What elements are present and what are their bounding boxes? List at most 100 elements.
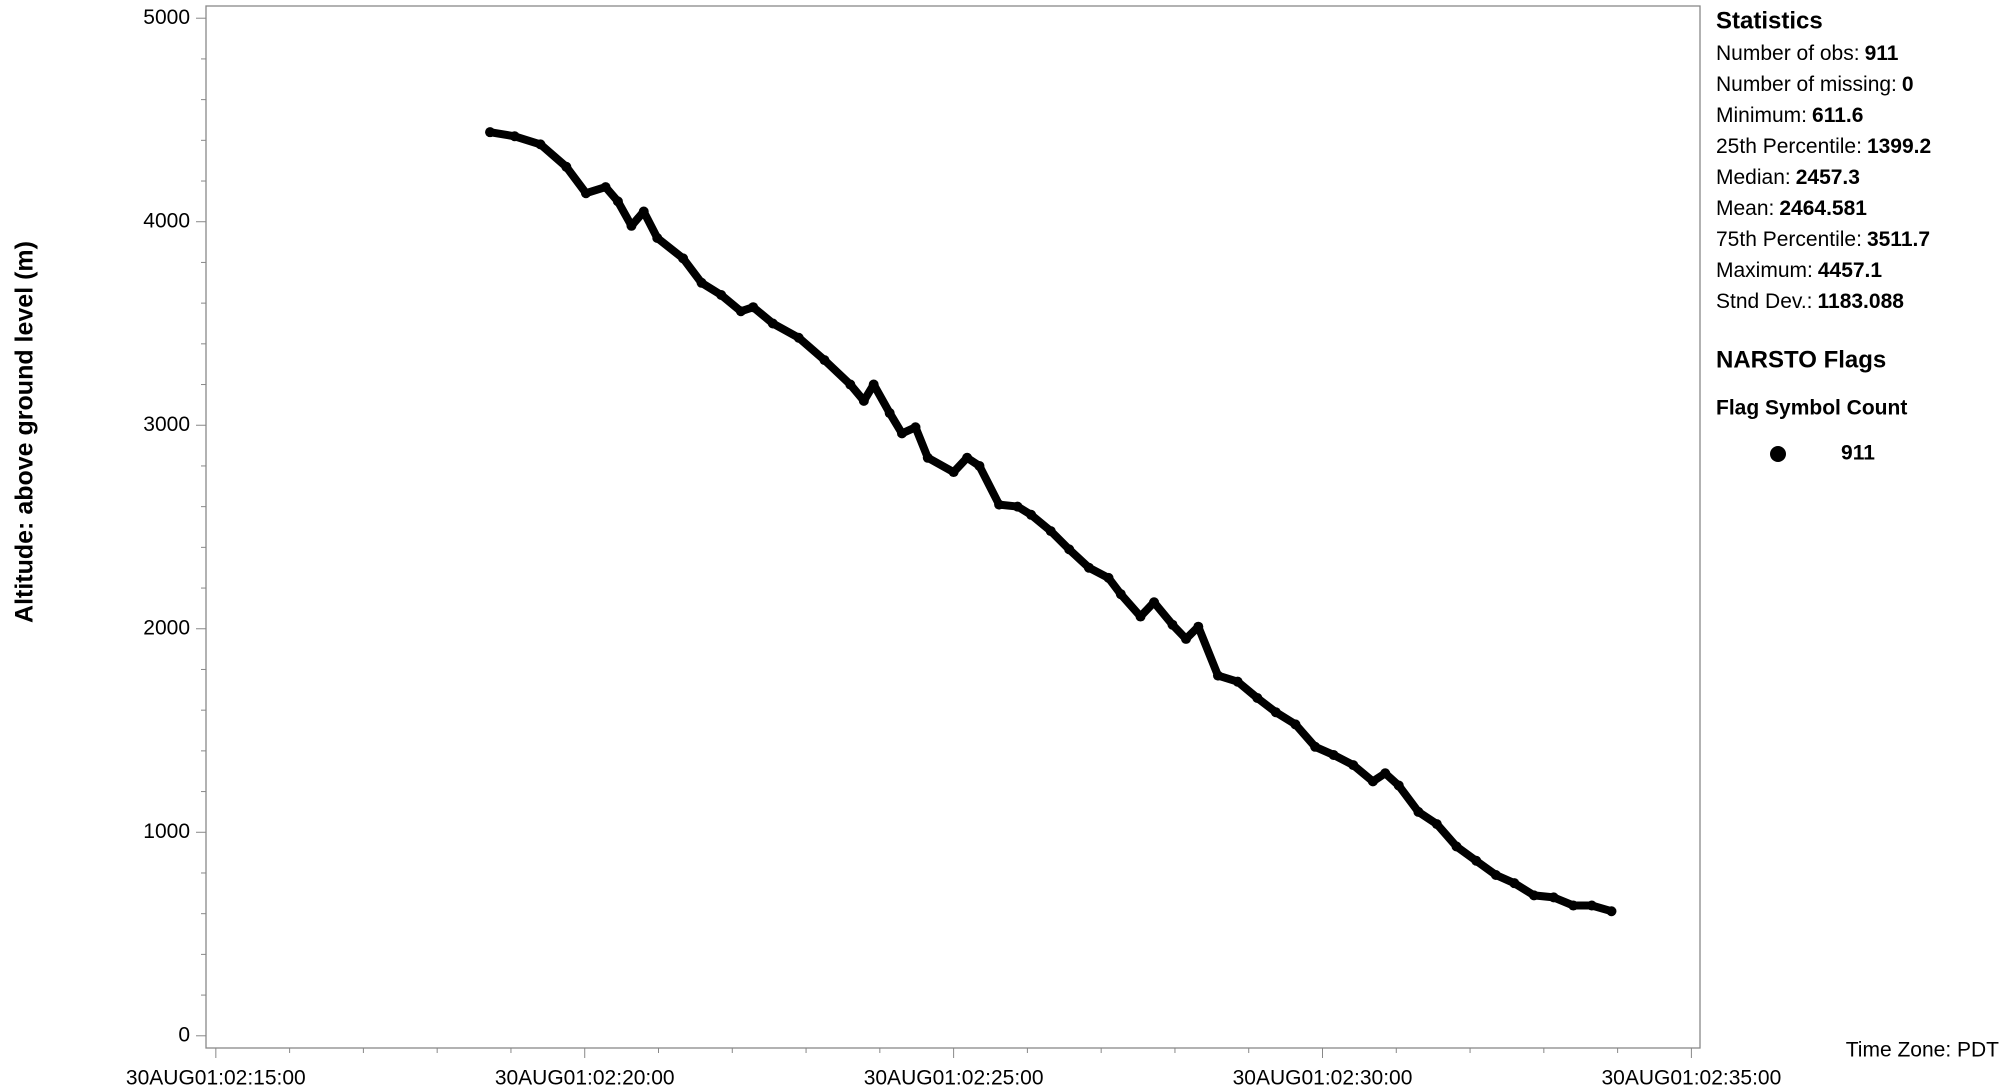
point: [561, 161, 572, 172]
point: [696, 277, 707, 288]
point: [535, 139, 546, 150]
point: [1393, 780, 1404, 791]
x-tick-label: 30AUG01:02:35:00: [1601, 1067, 1781, 1089]
point: [1167, 619, 1178, 630]
y-tick-label: 5000: [143, 6, 190, 29]
point: [1568, 900, 1579, 911]
point: [1367, 776, 1378, 787]
stat-label: Median:: [1716, 166, 1791, 189]
stat-row: Number of obs: 911: [1716, 42, 1899, 65]
stat-label: Stnd Dev.:: [1716, 290, 1813, 313]
point: [896, 428, 907, 439]
stat-row: 25th Percentile: 1399.2: [1716, 135, 1931, 158]
point: [1212, 670, 1223, 681]
stat-label: Maximum:: [1716, 259, 1813, 282]
point: [1290, 719, 1301, 730]
point: [1232, 676, 1243, 687]
point: [884, 408, 895, 419]
stat-value: 1183.088: [1818, 290, 1905, 313]
x-tick-label: 30AUG01:02:20:00: [495, 1067, 675, 1089]
point: [1328, 749, 1339, 760]
stat-label: Number of obs:: [1716, 42, 1860, 65]
point: [1103, 572, 1114, 583]
point: [910, 422, 921, 433]
point: [845, 379, 856, 390]
point: [1115, 589, 1126, 600]
point: [994, 499, 1005, 510]
point: [1413, 806, 1424, 817]
point: [1431, 819, 1442, 830]
y-tick-label: 4000: [143, 209, 190, 232]
stat-label: Mean:: [1716, 197, 1774, 220]
stat-label: Minimum:: [1716, 104, 1807, 127]
flag-count: 911: [1841, 442, 1875, 465]
point: [748, 302, 759, 313]
stat-value: 3511.7: [1867, 228, 1930, 251]
point: [858, 395, 869, 406]
point: [612, 196, 623, 207]
point: [1252, 692, 1263, 703]
point: [1149, 597, 1160, 608]
point: [1181, 633, 1192, 644]
y-tick-label: 0: [178, 1023, 190, 1046]
y-axis-label: Altitude: above ground level (m): [11, 241, 39, 623]
point: [652, 233, 663, 244]
point: [962, 452, 973, 463]
stat-row: Mean: 2464.581: [1716, 197, 1867, 220]
point-trail: [486, 128, 1616, 916]
stat-row: Stnd Dev.: 1183.088: [1716, 290, 1904, 313]
stats-title: Statistics: [1716, 7, 1823, 34]
point: [922, 452, 933, 463]
stat-value: 0: [1902, 73, 1914, 96]
stat-value: 4457.1: [1818, 259, 1883, 282]
time-zone: Time Zone: PDT: [1846, 1039, 1999, 1062]
point: [793, 332, 804, 343]
stat-value: 2464.581: [1779, 197, 1867, 220]
stat-value: 611.6: [1812, 104, 1863, 127]
point: [600, 182, 611, 193]
point: [1548, 892, 1559, 903]
point: [485, 127, 496, 138]
stat-label: 75th Percentile:: [1716, 228, 1862, 251]
point: [678, 253, 689, 264]
stat-value: 2457.3: [1796, 166, 1860, 189]
point: [1509, 878, 1520, 889]
point: [974, 460, 985, 471]
stat-row: Median: 2457.3: [1716, 166, 1860, 189]
y-tick-label: 3000: [143, 413, 190, 436]
point: [868, 379, 879, 390]
stat-label: Number of missing:: [1716, 73, 1897, 96]
point: [1606, 906, 1617, 917]
stat-label: 25th Percentile:: [1716, 135, 1862, 158]
point: [1026, 509, 1037, 520]
plot-frame: [205, 5, 1701, 1049]
flags-header: Flag Symbol Count: [1716, 397, 1907, 420]
point: [1045, 526, 1056, 537]
point: [819, 355, 830, 366]
point: [1348, 760, 1359, 771]
point: [1012, 501, 1023, 512]
point: [1083, 562, 1094, 573]
point: [1529, 890, 1539, 901]
point: [580, 188, 591, 199]
y-tick-label: 1000: [143, 820, 190, 843]
point: [1380, 768, 1391, 779]
stat-row: Number of missing: 0: [1716, 73, 1914, 96]
point: [1064, 544, 1075, 555]
flags-title: NARSTO Flags: [1716, 346, 1886, 373]
point: [1193, 621, 1204, 632]
point: [509, 131, 520, 142]
point: [1451, 841, 1462, 852]
point: [1586, 900, 1597, 911]
point: [767, 318, 778, 329]
stat-row: Minimum: 611.6: [1716, 104, 1863, 127]
x-tick-label: 30AUG01:02:25:00: [864, 1067, 1044, 1089]
point: [1310, 741, 1321, 752]
point: [1135, 611, 1146, 622]
point: [1471, 855, 1482, 866]
stat-row: 75th Percentile: 3511.7: [1716, 228, 1930, 251]
x-tick-label: 30AUG01:02:30:00: [1233, 1067, 1413, 1089]
point: [626, 220, 637, 231]
point: [716, 289, 727, 300]
